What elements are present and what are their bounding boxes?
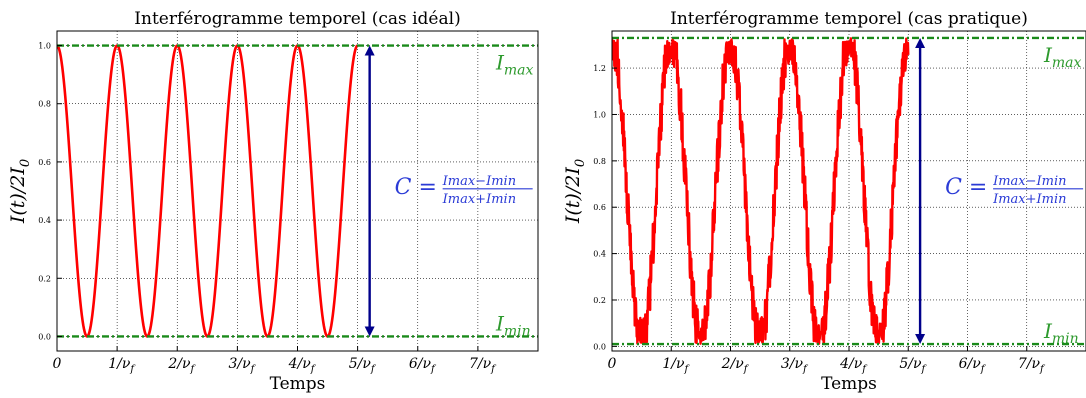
x-tick-label: 2/νf xyxy=(721,356,750,375)
y-tick-label: 1.0 xyxy=(593,110,606,119)
y-tick-label: 0.8 xyxy=(593,157,606,166)
contrast-formula: C = Imax−Imin Imax+Imin xyxy=(395,174,533,207)
y-tick-label: 0.0 xyxy=(38,332,51,341)
y-axis-label: I(t)/2I0 xyxy=(7,159,33,224)
formula-denominator: Imax+Imin xyxy=(442,192,516,207)
formula-numerator: Imax−Imin xyxy=(442,174,516,189)
y-tick-label: 0.8 xyxy=(38,100,51,109)
x-tick-label: 2/νf xyxy=(167,356,196,375)
y-tick-label: 0.6 xyxy=(38,158,51,167)
y-axis-label: I(t)/2I0 xyxy=(562,159,588,224)
chart-panel-2: Imax Imin C = Imax−Imin Imax+Imin 0.0 0.2 0.4 0.… xyxy=(562,9,1086,394)
chart-title: Interférogramme temporel (cas idéal) xyxy=(134,9,460,29)
y-tick-label: 1.0 xyxy=(38,42,51,51)
imax-label: Imax xyxy=(495,51,534,79)
chart-title: Interférogramme temporel (cas pratique) xyxy=(670,9,1028,29)
contrast-arrow xyxy=(364,45,375,337)
formula-numerator: Imax−Imin xyxy=(992,174,1066,189)
x-tick-label: 1/νf xyxy=(108,356,136,375)
x-axis-label: Temps xyxy=(821,374,877,394)
imin-label: Imin xyxy=(1043,319,1079,347)
x-tick-label: 0 xyxy=(608,356,617,372)
x-tick-label: 5/νf xyxy=(349,356,377,375)
formula-lhs: C = xyxy=(395,175,437,200)
x-tick-label: 4/νf xyxy=(839,356,868,375)
x-tick-label: 4/νf xyxy=(288,356,317,375)
y-tick-label: 0.0 xyxy=(593,342,606,351)
y-tick-label: 0.2 xyxy=(593,296,606,305)
x-tick-label: 7/νf xyxy=(1018,356,1046,375)
x-tick-label: 6/νf xyxy=(409,356,437,375)
x-tick-label: 1/νf xyxy=(662,356,690,375)
x-tick-label: 3/νf xyxy=(781,356,809,375)
y-tick-label: 0.6 xyxy=(593,203,606,212)
x-tick-label: 3/νf xyxy=(228,356,256,375)
x-tick-label: 6/νf xyxy=(959,356,987,375)
x-axis-label: Temps xyxy=(270,374,326,394)
x-tick-label: 5/νf xyxy=(899,356,927,375)
y-tick-label: 0.4 xyxy=(593,250,606,259)
chart-panel-1: Imax Imin C = Imax−Imin Imax+Imin 0.0 0.2 0.4 0.… xyxy=(7,9,539,394)
y-tick-label: 0.2 xyxy=(38,274,51,283)
formula-lhs: C = xyxy=(945,175,987,200)
x-tick-label: 7/νf xyxy=(469,356,497,375)
y-tick-label: 0.4 xyxy=(38,216,51,225)
imax-label: Imax xyxy=(1043,43,1082,71)
contrast-arrow xyxy=(915,37,926,345)
imin-label: Imin xyxy=(495,311,531,339)
formula-denominator: Imax+Imin xyxy=(992,192,1066,207)
contrast-formula: C = Imax−Imin Imax+Imin xyxy=(945,174,1084,207)
y-tick-label: 1.2 xyxy=(593,64,606,73)
series-line xyxy=(612,37,910,346)
x-tick-label: 0 xyxy=(53,356,62,372)
